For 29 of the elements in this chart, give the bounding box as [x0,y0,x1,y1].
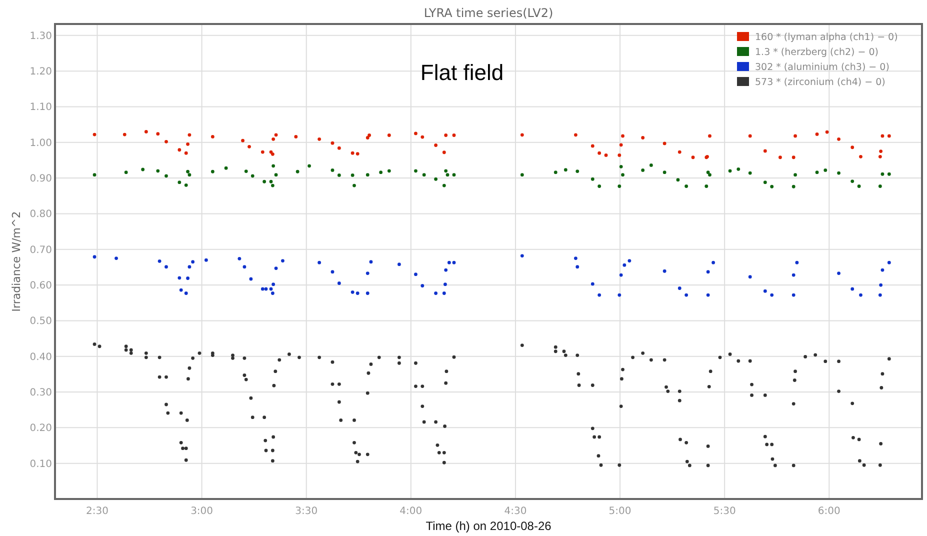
legend-label: 302 * (aluminium (ch3) − 0) [755,62,890,73]
x-tick-label: 6:00 [818,506,840,517]
y-tick-label: 1.00 [30,138,52,149]
x-tick-label: 3:30 [295,506,318,517]
x-tick-label: 2:30 [86,506,108,517]
annotation: Flat field [420,60,504,85]
y-tick-label: 1.30 [30,30,52,42]
x-tick-label: 5:30 [713,506,736,517]
chart-title: LYRA time series(LV2) [424,6,554,20]
y-tick-label: 1.10 [30,102,52,114]
y-tick-label: 0.60 [30,280,52,292]
x-tick-label: 5:00 [608,506,632,517]
y-tick-label: 0.40 [30,352,52,363]
y-tick-label: 0.90 [30,174,52,185]
y-tick-label: 0.20 [30,423,52,434]
x-tick-label: 3:00 [190,506,214,517]
legend-label: 573 * (zirconium (ch4) − 0) [755,77,886,88]
y-tick-label: 0.70 [30,244,52,256]
x-tick-label: 4:30 [504,506,527,517]
legend-label: 1.3 * (herzberg (ch2) − 0) [755,47,878,58]
y-tick-label: 0.80 [30,209,52,220]
x-axis-title: Time (h) on 2010-08-26 [426,519,552,533]
y-tick-label: 0.50 [30,316,52,328]
y-tick-label: 1.20 [30,66,52,78]
y-tick-label: 0.10 [30,458,52,470]
legend-label: 160 * (lyman alpha (ch1) − 0) [755,32,898,43]
y-tick-label: 0.30 [30,388,52,399]
y-axis-title: Irradiance W/m^2 [10,211,23,312]
x-tick-label: 4:00 [400,506,422,517]
